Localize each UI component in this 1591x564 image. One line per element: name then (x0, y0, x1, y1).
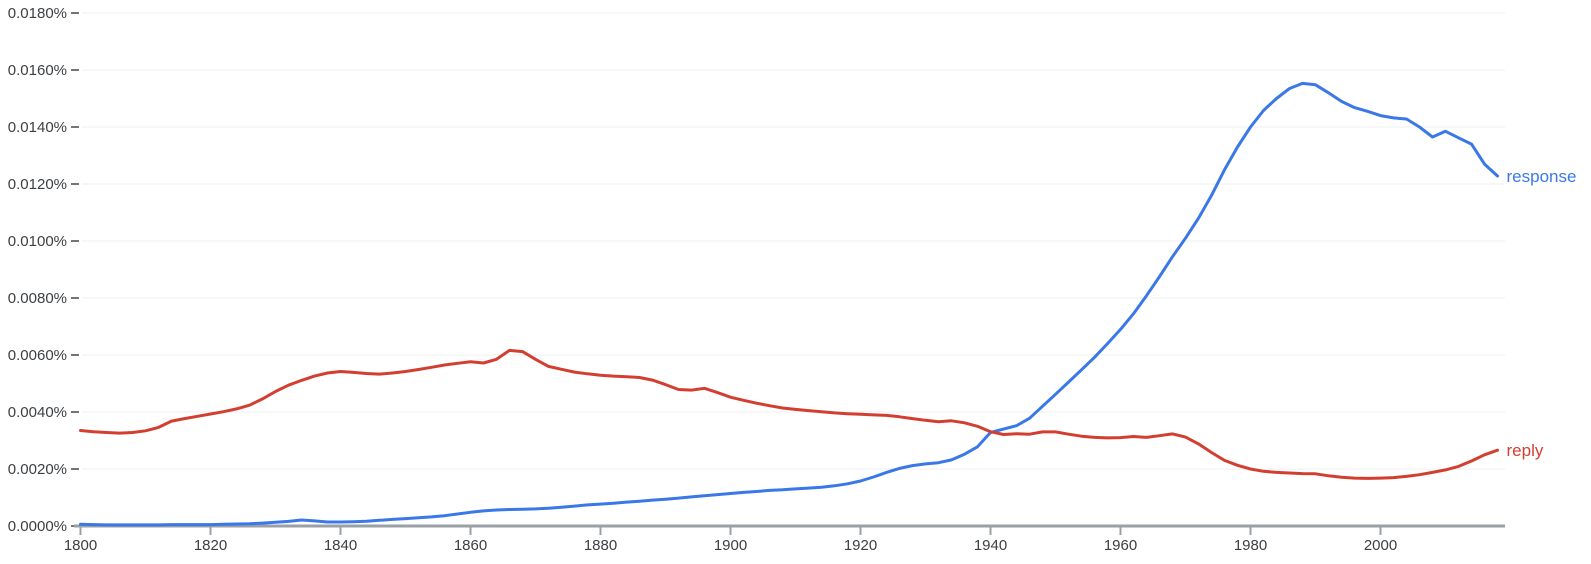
x-axis-label: 1800 (64, 537, 97, 554)
y-axis-label: 0.0020% (8, 461, 67, 478)
x-axis-label: 1960 (1104, 537, 1137, 554)
x-axis-label: 1840 (324, 537, 357, 554)
y-axis-label: 0.0120% (8, 176, 67, 193)
series-line-response[interactable] (79, 81, 1499, 527)
series-line-reply[interactable] (79, 348, 1499, 480)
y-axis-label: 0.0160% (8, 62, 67, 79)
x-axis-label: 1900 (714, 537, 747, 554)
y-axis-label: 0.0040% (8, 404, 67, 421)
y-axis-label: 0.0000% (8, 518, 67, 535)
x-axis-label: 1860 (454, 537, 487, 554)
y-axis-label: 0.0140% (8, 119, 67, 136)
x-axis-label: 2000 (1364, 537, 1397, 554)
y-axis-label: 0.0080% (8, 290, 67, 307)
x-axis-label: 1920 (844, 537, 877, 554)
y-axis-label: 0.0100% (8, 233, 67, 250)
series-label-response[interactable]: response (1507, 167, 1577, 186)
y-axis-label: 0.0180% (8, 5, 67, 22)
x-axis-label: 1940 (974, 537, 1007, 554)
series-label-reply[interactable]: reply (1507, 441, 1544, 460)
x-axis-label: 1880 (584, 537, 617, 554)
y-axis-label: 0.0060% (8, 347, 67, 364)
x-axis-label: 1980 (1234, 537, 1267, 554)
x-axis-label: 1820 (194, 537, 227, 554)
